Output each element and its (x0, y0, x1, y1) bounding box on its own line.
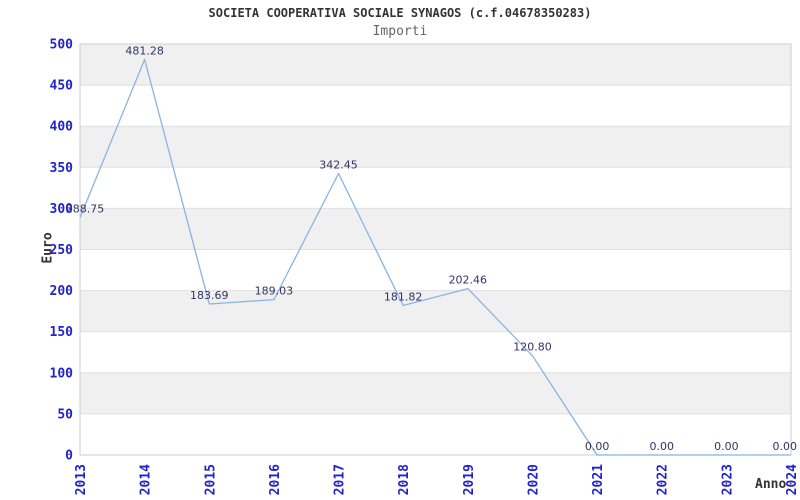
y-tick-label: 500 (50, 38, 74, 53)
data-point-label: 0.00 (585, 440, 610, 453)
y-tick-label: 0 (65, 449, 73, 464)
data-point-label: 0.00 (773, 440, 798, 453)
plot-band (80, 85, 791, 127)
data-point-label: 342.45 (319, 159, 358, 172)
plot-band (80, 413, 791, 455)
x-tick-label: 2017 (333, 464, 348, 495)
y-tick-label: 100 (50, 366, 74, 381)
y-tick-label: 400 (50, 120, 74, 135)
plot-band (80, 331, 791, 373)
chart-subtitle: Importi (372, 24, 428, 39)
x-tick-label: 2021 (591, 464, 606, 495)
plot-band (80, 126, 791, 168)
y-tick-label: 300 (50, 202, 74, 217)
x-tick-label: 2022 (656, 464, 671, 495)
chart-title: SOCIETA COOPERATIVA SOCIALE SYNAGOS (c.f… (208, 6, 592, 20)
y-tick-label: 150 (50, 325, 74, 340)
data-line (79, 58, 791, 456)
plot-band (80, 208, 791, 250)
plot-band (80, 372, 791, 414)
data-point-label: 181.82 (384, 291, 423, 304)
y-tick-label: 50 (57, 407, 73, 422)
x-tick-label: 2015 (203, 464, 218, 495)
data-point-label: 0.00 (649, 440, 674, 453)
y-tick-label: 200 (50, 284, 74, 299)
plot-band (80, 249, 791, 291)
y-tick-label: 250 (50, 243, 74, 258)
data-point-label: 120.80 (513, 341, 552, 354)
y-tick-label: 450 (50, 79, 74, 94)
data-point-label: 0.00 (714, 440, 739, 453)
data-point-label: 481.28 (125, 44, 164, 57)
plot-band (80, 44, 791, 86)
plot-band (80, 167, 791, 209)
x-tick-label: 2013 (74, 464, 89, 495)
x-tick-label: 2023 (720, 464, 735, 495)
data-point-label: 189.03 (255, 285, 294, 298)
x-axis-title: Anno (755, 477, 787, 492)
data-point-label: 288.75 (66, 203, 105, 216)
y-tick-label: 350 (50, 161, 74, 176)
x-tick-label: 2019 (462, 464, 477, 495)
x-tick-label: 2018 (397, 464, 412, 495)
y-axis-title: Euro (40, 232, 56, 264)
data-point-label: 183.69 (190, 289, 229, 302)
x-tick-label: 2014 (139, 464, 154, 495)
x-tick-label: 2016 (268, 464, 283, 495)
x-tick-label: 2024 (785, 464, 800, 495)
x-tick-label: 2020 (526, 464, 541, 495)
data-point-label: 202.46 (449, 274, 488, 287)
plot-border (79, 43, 792, 456)
